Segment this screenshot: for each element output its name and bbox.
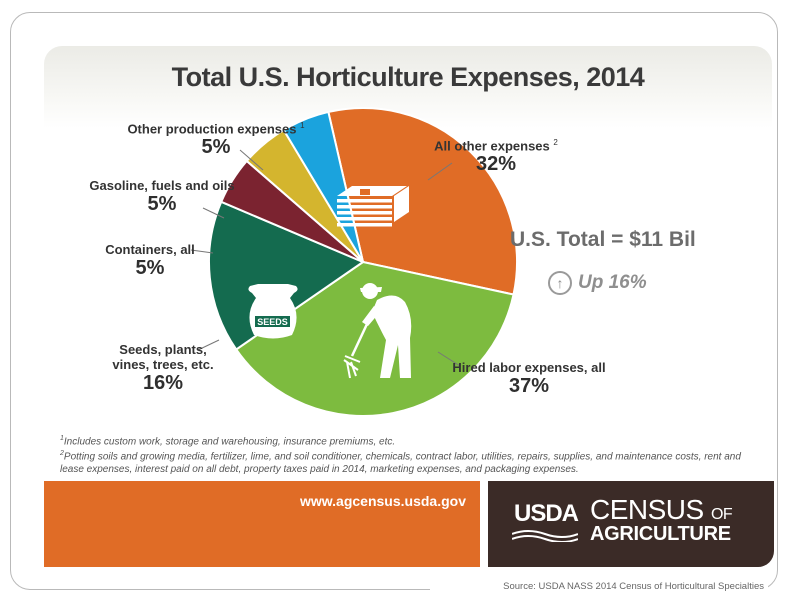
leader-seeds <box>197 339 220 351</box>
agriculture-word: AGRICULTURE <box>590 523 731 545</box>
seed-bag-icon: SEEDS <box>248 284 298 339</box>
leader-all-other <box>427 162 453 181</box>
value-other-production: 5% <box>201 136 231 159</box>
label-all-other-name: All other expenses <box>434 138 550 154</box>
footnote-marker-2: 2 <box>553 138 558 147</box>
leader-hired-labor <box>437 351 461 367</box>
label-gasoline-name: Gasoline, fuels and oils <box>89 178 235 193</box>
value-hired-labor: 37% <box>508 375 550 397</box>
footnote-2-text: Potting soils and growing media, fertili… <box>60 451 741 475</box>
value-all-other: 32% <box>475 153 517 176</box>
leader-other-production <box>239 149 264 171</box>
footnote-1: 1Includes custom work, storage and wareh… <box>60 433 760 448</box>
label-other-production: Other production expenses 1 5% <box>118 118 314 158</box>
brand-panel <box>488 481 774 567</box>
money-stack-icon <box>337 186 409 227</box>
source-note: Source: USDA NASS 2014 Census of Horticu… <box>430 581 768 592</box>
label-seeds: Seeds, plants, vines, trees, etc. 16% <box>100 342 226 394</box>
pie-slice-seeds-plants-vines-trees-etc <box>208 200 366 351</box>
leader-gasoline <box>202 207 225 219</box>
pie-slice-hired-labor-expenses-all <box>234 260 515 417</box>
label-all-other: All other expenses 2 32% <box>430 135 562 175</box>
chart-title: Total U.S. Horticulture Expenses, 2014 <box>171 62 645 92</box>
up-arrow-circle-icon: ↑ <box>548 271 572 295</box>
label-containers: Containers, all 5% <box>90 242 210 279</box>
label-seeds-name-2: vines, trees, etc. <box>112 357 214 372</box>
change-value: Up 16% <box>578 272 647 293</box>
label-hired-labor-name: Hired labor expenses, all <box>452 360 606 375</box>
census-word: CENSUS <box>590 494 704 525</box>
label-gasoline: Gasoline, fuels and oils 5% <box>82 178 242 215</box>
footnote-1-mark: 1 <box>60 435 64 442</box>
usda-logo: USDA <box>514 500 579 527</box>
footnote-2-mark: 2 <box>60 450 64 458</box>
value-containers: 5% <box>135 257 165 279</box>
census-logo: CENSUS OF <box>590 494 733 526</box>
farmer-icon <box>343 283 412 379</box>
footnote-1-text: Includes custom work, storage and wareho… <box>63 436 396 448</box>
seed-bag-text: SEEDS <box>257 317 288 327</box>
label-hired-labor: Hired labor expenses, all 37% <box>444 360 614 397</box>
url-banner <box>44 481 480 567</box>
footnotes: 1Includes custom work, storage and wareh… <box>60 433 760 476</box>
census-of-word: OF <box>710 506 733 523</box>
card-frame <box>10 12 778 590</box>
label-other-production-name: Other production expenses <box>127 121 297 137</box>
leader-containers <box>190 249 214 254</box>
us-total: U.S. Total = $11 Bil <box>510 228 696 251</box>
value-seeds: 16% <box>142 372 184 394</box>
pie-slice-all-other-expenses <box>327 107 518 296</box>
change-indicator: ↑ Up 16% <box>548 271 647 295</box>
value-gasoline: 5% <box>147 193 177 215</box>
label-seeds-name-1: Seeds, plants, <box>119 342 207 357</box>
label-containers-name: Containers, all <box>105 242 195 257</box>
footnote-2: 2Potting soils and growing media, fertil… <box>60 448 760 475</box>
footnote-marker-1: 1 <box>300 121 305 130</box>
website-link[interactable]: www.agcensus.usda.gov <box>300 493 466 509</box>
usda-logo-waves-icon <box>512 530 578 542</box>
